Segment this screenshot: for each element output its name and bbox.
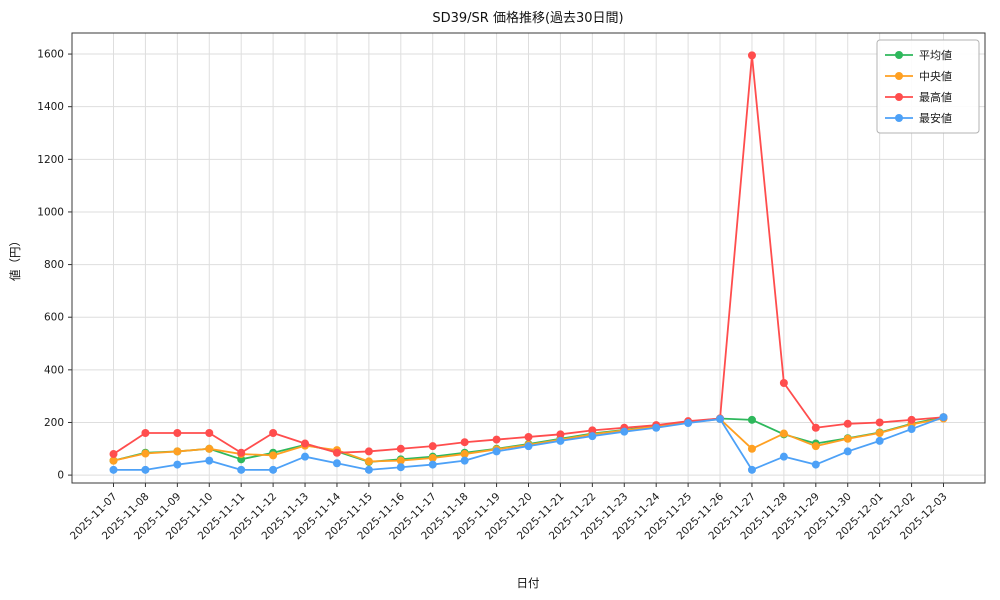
data-point [747,415,756,424]
data-point [460,438,469,447]
plot-border [71,32,986,484]
data-point [109,450,118,459]
data-point [460,450,469,459]
data-point [205,444,214,453]
data-point [747,444,756,453]
legend-box [876,39,980,134]
x-axis-label: 日付 [517,576,540,590]
data-point [524,432,533,441]
data-point [332,459,341,468]
data-point [364,447,373,456]
y-tick-label: 1600 [37,49,64,61]
data-point [173,447,182,456]
data-point [141,465,150,474]
data-point [269,451,278,460]
chart-title: SD39/SR 価格推移(過去30日間) [432,10,623,26]
data-point [141,429,150,437]
data-point [173,429,182,437]
data-point [141,449,150,458]
data-point [747,51,756,60]
y-axis-label: 値（円） [8,235,22,281]
data-point [109,456,118,465]
data-point [428,460,437,469]
y-tick-label: 200 [44,417,64,429]
data-point [237,448,246,457]
data-point [301,452,310,461]
data-point [492,435,501,444]
legend-marker-icon [895,51,903,59]
data-point [396,444,405,453]
data-point [460,456,469,465]
data-point [843,447,852,456]
data-point [875,418,884,427]
data-point [716,415,725,424]
data-point [779,452,788,461]
data-point [301,439,310,448]
data-point [492,447,501,456]
data-point [364,457,373,466]
data-point [907,415,916,424]
y-tick-label: 1200 [37,154,64,166]
data-point [907,425,916,434]
data-point [109,465,118,474]
legend-item-4: 最安値 [885,111,952,125]
legend-label: 中央値 [919,70,952,83]
gridlines [72,33,985,483]
y-tick-label: 1000 [37,206,64,218]
data-point [556,436,565,445]
data-point [939,413,948,422]
legend-label: 平均値 [919,49,952,62]
data-point [811,423,820,432]
data-point [779,379,788,387]
data-point [428,442,437,451]
data-point [524,442,533,451]
data-point [205,429,214,437]
data-point [588,426,597,435]
data-point [843,419,852,428]
data-point [556,430,565,439]
y-tick-label: 800 [44,259,64,271]
legend-item-2: 中央値 [885,70,952,83]
y-tick-label: 600 [44,312,64,324]
legend-marker-icon [895,114,903,122]
data-point [779,429,788,438]
data-point [811,460,820,469]
data-point [684,419,693,427]
data-point [332,448,341,457]
data-point [588,432,597,441]
legend-label: 最安値 [919,111,952,125]
y-tick-label: 1400 [37,101,64,113]
data-point [747,465,756,474]
y-tick-label: 0 [57,470,64,482]
data-point [205,456,214,465]
data-point [396,456,405,465]
data-point [269,465,278,474]
legend-marker-icon [895,93,903,101]
data-point [237,465,246,474]
data-point [652,423,661,432]
legend-item-3: 最高値 [885,90,952,104]
data-point [620,427,629,436]
legend-item-1: 平均値 [885,49,952,62]
axis-ticks: 020040060080010001200140016002025-11-072… [37,49,949,543]
data-point [396,463,405,472]
data-point [843,434,852,443]
legend-marker-icon [895,72,903,80]
data-point [269,429,278,437]
data-point [811,442,820,451]
data-point [173,460,182,469]
data-point [875,429,884,437]
data-point [364,465,373,474]
y-tick-label: 400 [44,364,64,376]
legend-label: 最高値 [919,90,952,104]
data-point [428,454,437,462]
series-4 [109,413,948,474]
data-point [875,436,884,445]
